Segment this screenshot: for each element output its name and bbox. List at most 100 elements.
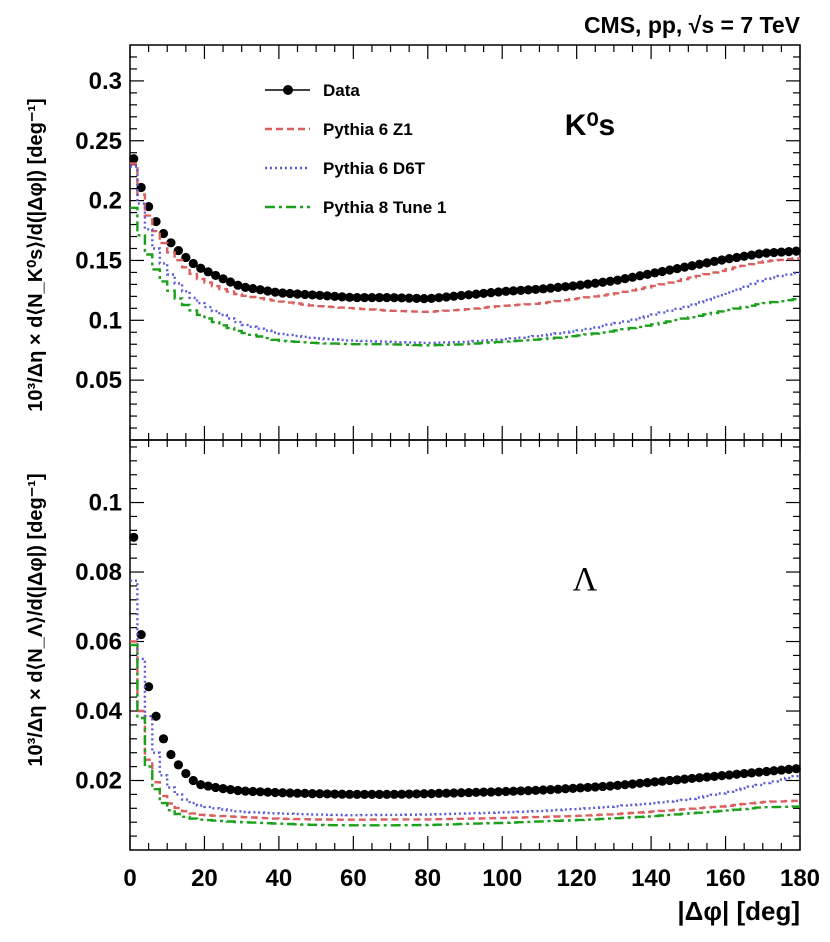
data-point [538, 284, 548, 294]
data-point [702, 772, 712, 782]
y-tick-label: 0.3 [89, 68, 122, 95]
plot-frame-top [129, 44, 801, 441]
data-point [397, 293, 407, 303]
data-point [285, 788, 295, 798]
data-point [657, 776, 667, 786]
data-point [233, 785, 243, 796]
data-point [553, 784, 563, 794]
data-point [754, 767, 764, 777]
data-point [367, 292, 377, 303]
data-point [732, 769, 742, 779]
data-point [516, 285, 526, 295]
data-point [404, 293, 414, 303]
data-point [761, 766, 772, 777]
data-point [263, 286, 273, 296]
data-point [776, 247, 786, 257]
y-tick-label: 0.2 [89, 188, 122, 215]
data-point [665, 265, 675, 275]
data-point [389, 789, 399, 799]
data-point [315, 789, 325, 799]
data-point [449, 788, 459, 798]
data-point [144, 201, 154, 212]
data-point [560, 784, 571, 794]
data-point [307, 290, 317, 300]
data-point [434, 293, 444, 303]
legend-label: Pythia 8 Tune 1 [323, 198, 446, 217]
data-point [672, 263, 682, 274]
data-point [493, 787, 504, 797]
data-point [620, 274, 630, 284]
data-point [590, 782, 600, 792]
legend-label: Pythia 6 Z1 [323, 120, 413, 139]
data-point [724, 254, 734, 264]
data-point [173, 245, 183, 256]
data-point [278, 288, 288, 298]
data-point [605, 781, 615, 791]
data-point [456, 290, 466, 301]
panel-top: 0.05 0.1 0.15 0.2 0.25 0.3 [75, 44, 801, 441]
legend-item-pythia-6-d6t: Pythia 6 D6T [265, 159, 426, 178]
data-point [508, 786, 518, 796]
data-point [642, 777, 652, 788]
data-point [598, 277, 608, 287]
data-point [382, 789, 392, 800]
data-point [687, 261, 697, 271]
data-point [158, 734, 169, 744]
legend-item-data: Data [265, 81, 360, 100]
y-tick-label: 0.02 [75, 768, 122, 795]
x-axis-label: |Δφ| [deg] [677, 896, 800, 926]
data-point [761, 248, 772, 258]
data-point [568, 281, 578, 291]
data-point [620, 780, 630, 790]
x-tick-label: 100 [482, 865, 522, 892]
data-point [747, 768, 757, 778]
y-tick-label: 0.15 [75, 247, 122, 274]
data-point [211, 270, 221, 281]
data-point [441, 292, 451, 302]
data-point [479, 288, 489, 298]
data-point [330, 789, 340, 799]
data-point [717, 771, 727, 781]
data-point [419, 294, 429, 304]
data-point [717, 255, 727, 265]
data-point [397, 789, 407, 799]
data-point [650, 268, 660, 278]
data-point [404, 789, 414, 799]
data-point [739, 768, 749, 779]
data-point [479, 787, 489, 797]
data-point [613, 275, 623, 285]
data-point [248, 283, 258, 294]
data-point [225, 784, 236, 795]
data-point [211, 782, 221, 793]
x-tick-label: 160 [706, 865, 746, 892]
data-point [412, 789, 422, 799]
data-point [412, 293, 422, 303]
data-point [791, 246, 801, 256]
data-point [434, 788, 444, 798]
data-point [300, 289, 310, 300]
data-point [188, 258, 198, 269]
y-tick-label: 0.05 [75, 367, 122, 394]
data-point [508, 286, 518, 296]
data-point [642, 269, 652, 279]
data-point [203, 781, 213, 791]
data-point [203, 267, 213, 277]
data-point [345, 789, 355, 799]
data-point [196, 263, 206, 273]
legend-label: Pythia 6 D6T [323, 159, 426, 178]
data-point [650, 777, 660, 787]
series-data-bottom [129, 532, 801, 800]
data-point [188, 775, 198, 786]
legend-marker [283, 85, 293, 95]
data-point [687, 773, 697, 784]
data-point [322, 789, 332, 799]
data-point [709, 771, 719, 781]
y-tick-label: 0.1 [89, 490, 122, 517]
data-point [605, 276, 615, 286]
data-point [568, 783, 578, 793]
plot-layer: 0.05 0.1 0.15 0.2 0.25 0.3 0 20 40 60 80 100 120 140 1… [75, 44, 820, 892]
legend-item-pythia-8-tune-1: Pythia 8 Tune 1 [265, 198, 446, 217]
data-point [709, 256, 719, 267]
data-point [441, 788, 451, 798]
